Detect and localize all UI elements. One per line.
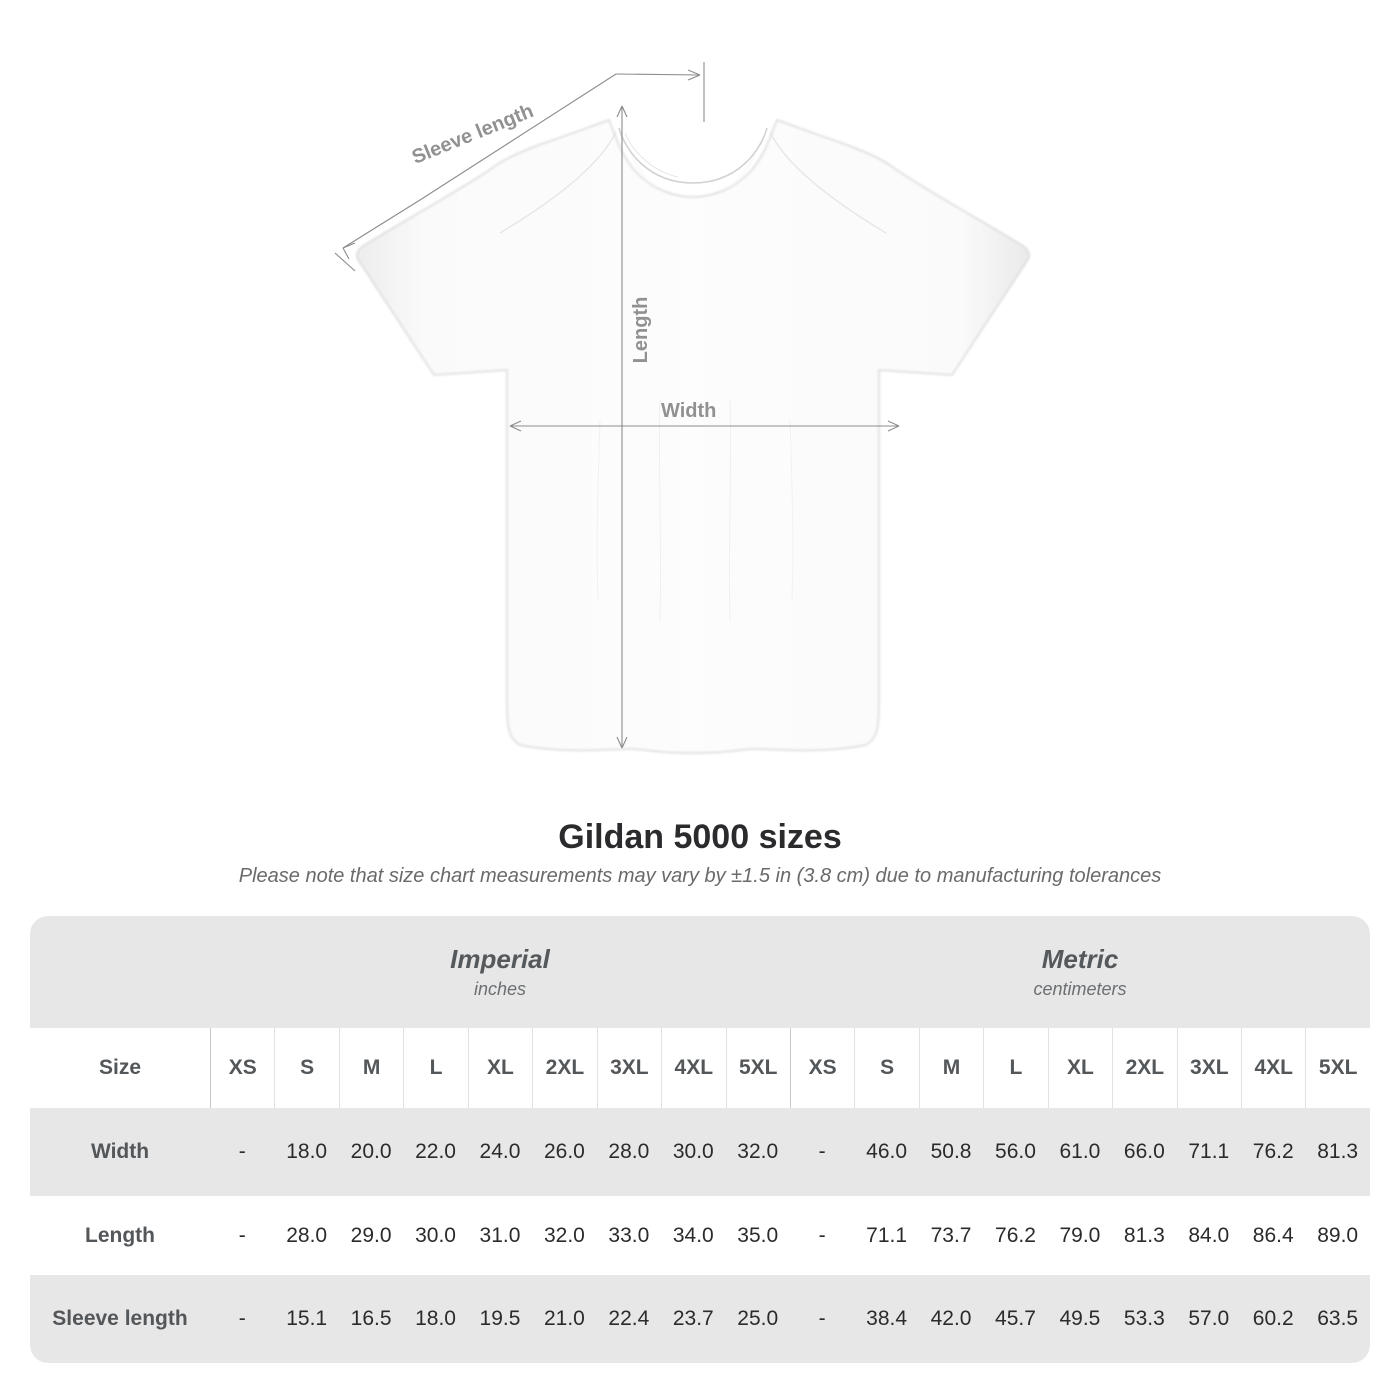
svg-text:Width: Width: [661, 400, 716, 422]
svg-text:Length: Length: [630, 297, 652, 364]
